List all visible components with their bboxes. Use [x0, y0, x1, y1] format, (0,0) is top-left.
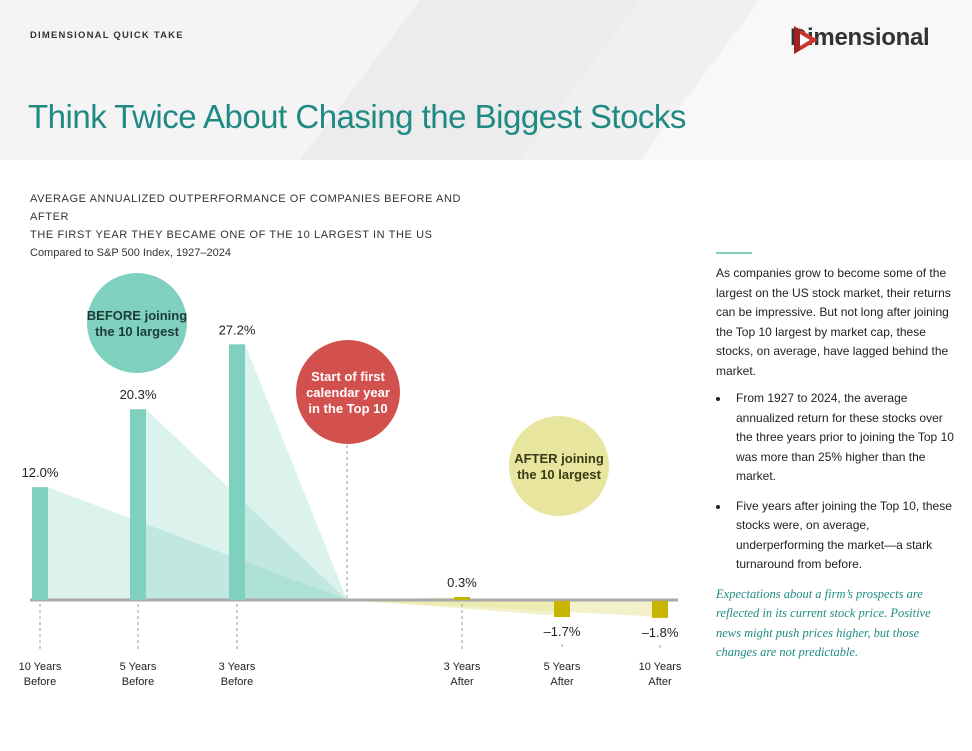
- tick-label: After: [550, 676, 574, 688]
- tick-label: After: [648, 676, 672, 688]
- subtitle-note: Compared to S&P 500 Index, 1927–2024: [30, 247, 232, 259]
- page-title: Think Twice About Chasing the Biggest St…: [28, 98, 686, 135]
- bar: [229, 344, 245, 600]
- tick-label: 10 Years: [639, 661, 682, 673]
- sidebar-bullet: Five years after joining the Top 10, the…: [730, 497, 956, 575]
- data-label: –1.8%: [642, 625, 679, 640]
- data-label: 12.0%: [22, 465, 59, 480]
- header-banner: DIMENSIONAL QUICK TAKE Dimensional Think…: [0, 0, 972, 160]
- data-label: 20.3%: [120, 387, 157, 402]
- logo-icon: [794, 26, 818, 54]
- bar: [32, 487, 48, 600]
- sidebar-intro: As companies grow to become some of the …: [716, 266, 951, 378]
- sidebar-quote: Expectations about a firm’s prospects ar…: [716, 586, 931, 660]
- data-label: 27.2%: [219, 322, 256, 337]
- after-bubble-text: the 10 largest: [517, 467, 601, 482]
- bar: [554, 601, 570, 617]
- start-bubble: [296, 340, 400, 444]
- tick-label: After: [450, 676, 474, 688]
- sidebar-bullets: From 1927 to 2024, the average annualize…: [716, 389, 956, 575]
- bar: [454, 597, 470, 600]
- start-bubble-text: in the Top 10: [308, 401, 387, 416]
- before-wedge: [146, 409, 347, 600]
- tick-label: 3 Years: [219, 661, 256, 673]
- data-label: 0.3%: [447, 575, 477, 590]
- after-wedge: [347, 600, 660, 617]
- data-label: –1.7%: [544, 624, 581, 639]
- subtitle-line-1: AVERAGE ANNUALIZED OUTPERFORMANCE OF COM…: [30, 193, 462, 223]
- eyebrow-label: DIMENSIONAL QUICK TAKE: [30, 30, 184, 41]
- tick-label: Before: [24, 676, 56, 688]
- sidebar-bullet: From 1927 to 2024, the average annualize…: [730, 389, 956, 487]
- sidebar-rule: [716, 252, 752, 254]
- sidebar: As companies grow to become some of the …: [716, 252, 956, 663]
- tick-label: 5 Years: [120, 661, 157, 673]
- chart-subtitle: AVERAGE ANNUALIZED OUTPERFORMANCE OF COM…: [30, 190, 490, 262]
- tick-label: 3 Years: [444, 661, 481, 673]
- before-bubble-text: BEFORE joining: [87, 308, 187, 323]
- after-bubble-text: AFTER joining: [514, 451, 604, 466]
- tick-label: Before: [221, 676, 253, 688]
- before-bubble: [87, 273, 187, 373]
- bar: [652, 601, 668, 618]
- brand-logo[interactable]: Dimensional: [790, 24, 930, 54]
- start-bubble-text: calendar year: [306, 385, 390, 400]
- outperformance-chart: 12.0% 20.3% 27.2% 0.3% –1.7% –1.8% 10 Years Bef…: [19, 273, 682, 688]
- before-bubble-text: the 10 largest: [95, 324, 179, 339]
- subtitle-line-2: THE FIRST YEAR THEY BECAME ONE OF THE 10…: [30, 229, 433, 241]
- tick-label: 10 Years: [19, 661, 62, 673]
- tick-label: Before: [122, 676, 154, 688]
- bar: [130, 409, 146, 600]
- after-bubble: [509, 416, 609, 516]
- before-wedge: [245, 344, 347, 600]
- start-bubble-text: Start of first: [311, 369, 385, 384]
- banner-decoration: [300, 0, 972, 160]
- tick-label: 5 Years: [544, 661, 581, 673]
